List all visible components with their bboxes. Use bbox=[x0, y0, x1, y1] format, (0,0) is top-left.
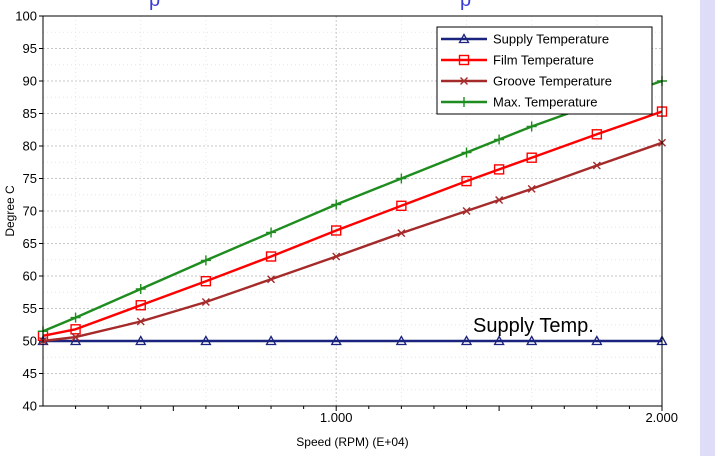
data-point bbox=[200, 335, 212, 346]
x-axis-label: Speed (RPM) (E+04) bbox=[296, 435, 408, 449]
data-point bbox=[526, 335, 538, 346]
y-tick-label: 60 bbox=[23, 269, 37, 284]
data-point bbox=[527, 184, 536, 193]
y-tick-label: 40 bbox=[23, 399, 37, 414]
data-point bbox=[266, 227, 277, 238]
data-point bbox=[135, 335, 147, 346]
y-tick-label: 45 bbox=[23, 366, 37, 381]
window-edge-strip bbox=[700, 0, 715, 456]
data-point bbox=[461, 147, 472, 158]
data-point bbox=[267, 275, 276, 284]
data-point bbox=[495, 195, 504, 204]
data-point bbox=[493, 335, 505, 346]
data-point bbox=[591, 335, 603, 346]
legend-entry-label: Groove Temperature bbox=[493, 74, 612, 89]
data-point bbox=[331, 199, 342, 210]
legend-swatch-marker bbox=[458, 54, 470, 66]
legend-entry-label: Film Temperature bbox=[493, 53, 594, 68]
data-point bbox=[331, 225, 342, 236]
data-point bbox=[494, 134, 505, 145]
y-tick-label: 50 bbox=[23, 334, 37, 349]
data-point bbox=[200, 255, 211, 266]
data-point bbox=[526, 121, 537, 132]
y-tick-label: 70 bbox=[23, 204, 37, 219]
header-text-fragment: p p bbox=[0, 0, 700, 16]
data-point bbox=[397, 229, 406, 238]
y-tick-label: 55 bbox=[23, 301, 37, 316]
y-axis-label: Degree C bbox=[3, 185, 17, 237]
legend-swatch-marker bbox=[459, 97, 469, 107]
annotation-supply-temp: Supply Temp. bbox=[473, 315, 594, 337]
data-point bbox=[69, 335, 82, 346]
x-tick-label: 1.000 bbox=[320, 410, 353, 425]
data-point bbox=[462, 207, 471, 215]
x-tick-label: 2.000 bbox=[645, 410, 678, 425]
legend-entry-label: Supply Temperature bbox=[493, 32, 609, 47]
data-point bbox=[200, 276, 212, 287]
series-line bbox=[42, 110, 663, 337]
temperature-speed-chart: 40 45 50 55 60 65 70 75 80 85 90 95 100 1.000 2.000 S… bbox=[3, 9, 678, 450]
data-point bbox=[135, 284, 146, 294]
y-tick-label: 100 bbox=[15, 9, 37, 24]
data-point bbox=[265, 335, 277, 346]
data-point bbox=[526, 152, 537, 163]
legend-swatch-marker bbox=[458, 33, 470, 44]
y-tick-label: 80 bbox=[23, 139, 37, 154]
header-fragment-right: p bbox=[460, 0, 472, 11]
data-point bbox=[395, 335, 407, 346]
y-tick-label: 95 bbox=[23, 41, 37, 56]
data-point bbox=[592, 161, 601, 170]
data-point bbox=[70, 324, 81, 335]
data-point bbox=[591, 129, 603, 140]
data-point bbox=[71, 333, 80, 342]
y-tick-label: 85 bbox=[23, 106, 37, 121]
y-axis-ticks: 40 45 50 55 60 65 70 75 80 85 90 95 100 bbox=[15, 9, 43, 414]
data-point bbox=[493, 164, 505, 175]
plot-frame bbox=[42, 15, 663, 407]
y-tick-label: 90 bbox=[23, 74, 37, 89]
y-tick-label: 65 bbox=[23, 236, 37, 251]
y-tick-label: 75 bbox=[23, 171, 37, 186]
data-point bbox=[396, 200, 407, 212]
data-point bbox=[201, 298, 210, 306]
data-point bbox=[330, 335, 342, 346]
series-line bbox=[42, 141, 663, 343]
data-point bbox=[460, 335, 473, 346]
header-fragment-left: p bbox=[149, 0, 161, 11]
data-point bbox=[136, 317, 145, 326]
legend-swatch-marker bbox=[460, 77, 468, 85]
legend-box bbox=[436, 26, 653, 115]
data-point bbox=[332, 252, 341, 261]
data-point bbox=[396, 173, 407, 184]
data-point bbox=[135, 300, 146, 311]
series-line bbox=[42, 79, 663, 333]
x-axis-ticks: 1.000 2.000 bbox=[75, 406, 678, 425]
data-point bbox=[70, 312, 81, 323]
legend: Supply Temperature Film Temperature Groove… bbox=[436, 26, 653, 115]
legend-entry-label: Max. Temperature bbox=[493, 95, 598, 110]
data-point bbox=[461, 175, 472, 187]
data-point bbox=[265, 251, 277, 262]
